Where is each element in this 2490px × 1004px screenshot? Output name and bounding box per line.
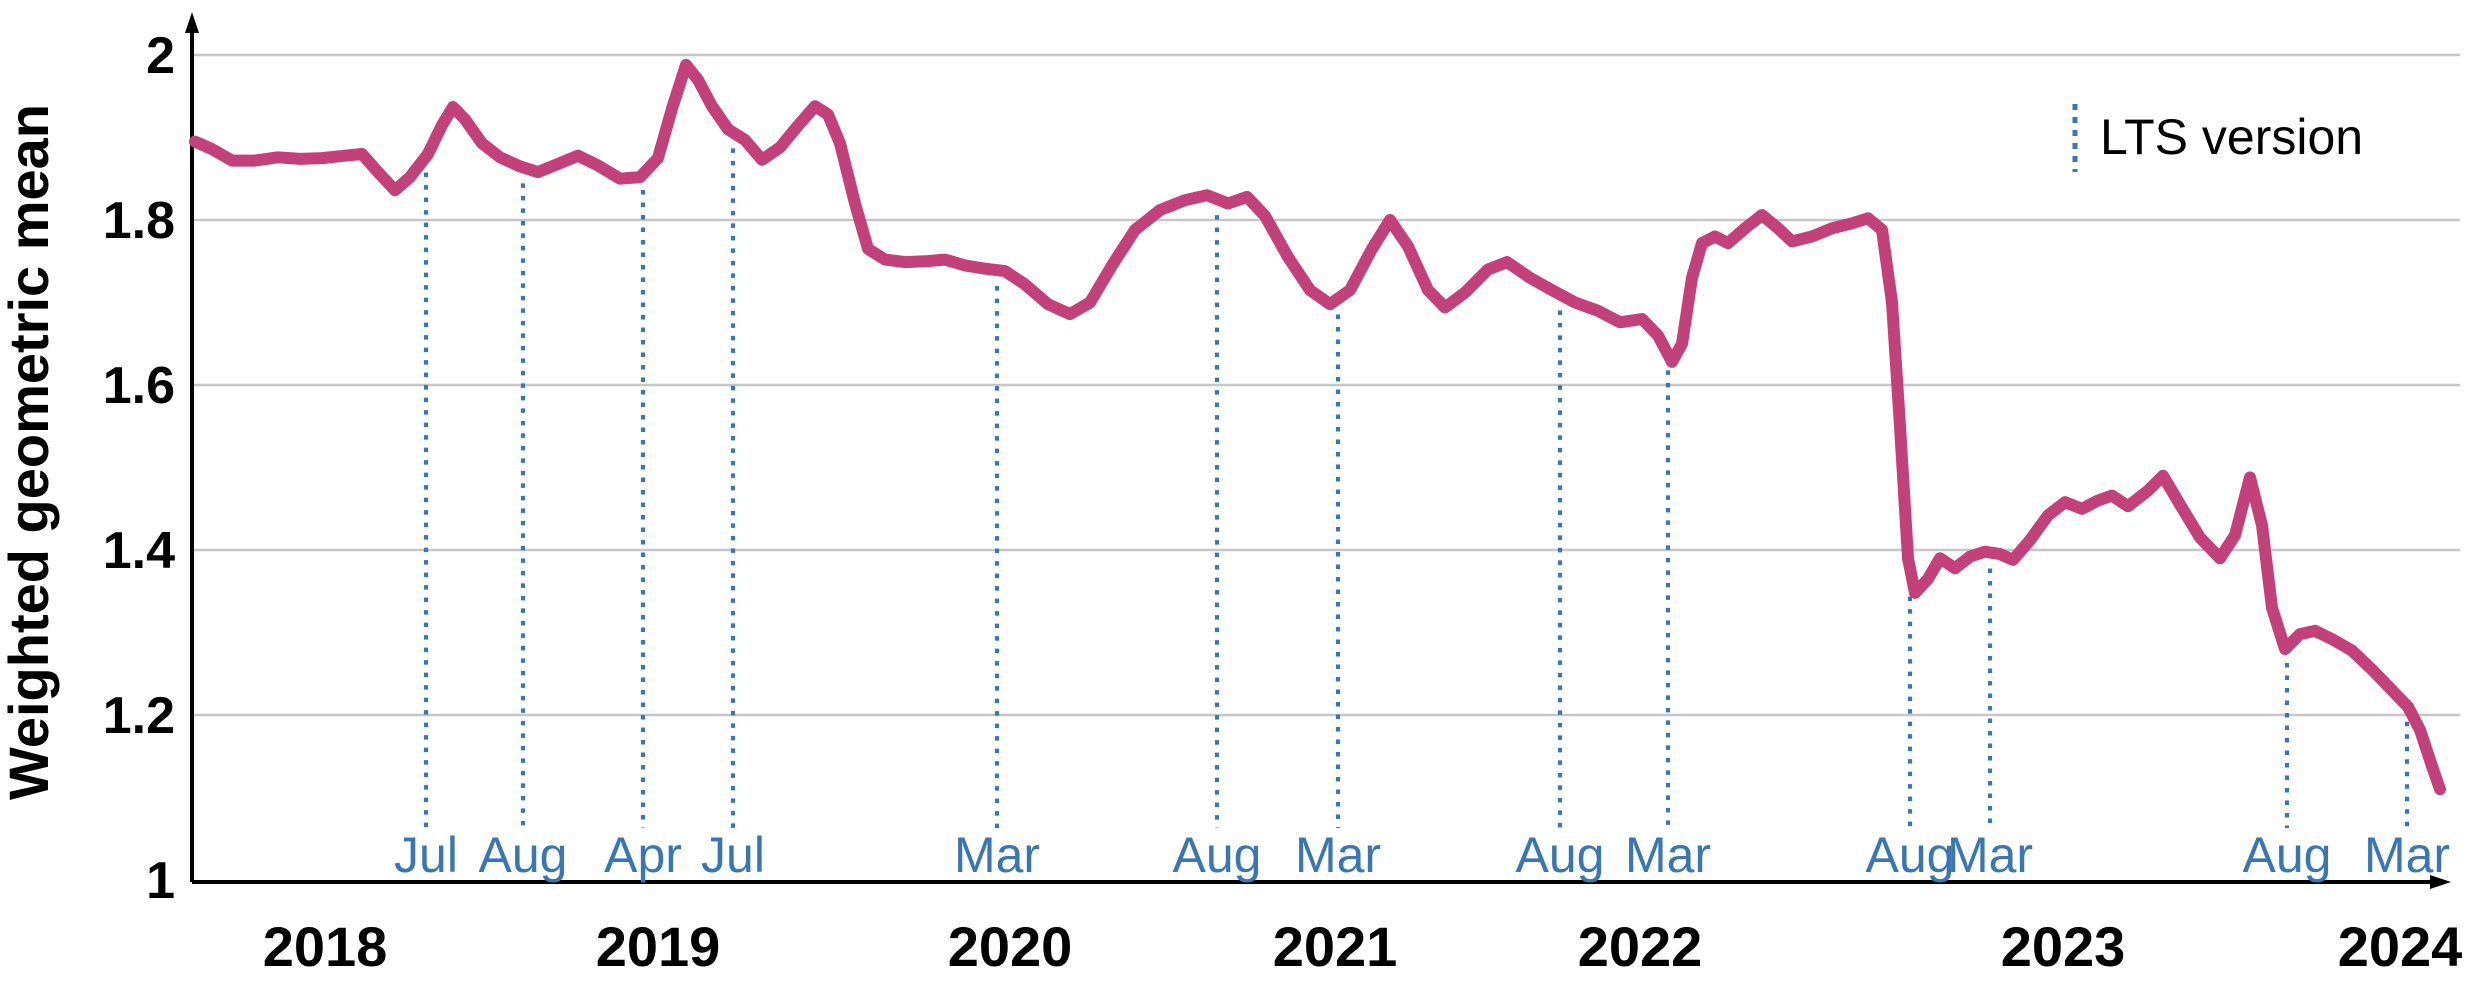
x-year-label: 2020 xyxy=(948,915,1073,978)
lts-month-label: Mar xyxy=(1295,827,1381,883)
lts-month-label: Mar xyxy=(1947,827,2033,883)
x-year-label: 2023 xyxy=(2001,915,2126,978)
lts-month-label: Mar xyxy=(1625,827,1711,883)
legend-label: LTS version xyxy=(2100,109,2363,165)
y-axis-arrow-icon xyxy=(185,12,199,33)
lts-month-label: Aug xyxy=(479,827,568,883)
x-axis-arrow-icon xyxy=(2430,875,2451,889)
x-year-label: 2021 xyxy=(1273,915,1398,978)
y-tick-labels: 1 1.2 1.4 1.6 1.8 2 xyxy=(103,27,175,910)
x-year-label: 2019 xyxy=(596,915,721,978)
y-tick-label: 1.8 xyxy=(103,192,175,250)
lts-month-label: Apr xyxy=(604,827,682,883)
lts-month-label: Mar xyxy=(954,827,1040,883)
lts-month-label: Jul xyxy=(394,827,458,883)
y-tick-label: 1.4 xyxy=(103,522,175,580)
grid-layer xyxy=(192,53,2460,717)
x-year-label: 2018 xyxy=(263,915,388,978)
lts-month-label: Aug xyxy=(1516,827,1605,883)
y-tick-label: 1.6 xyxy=(103,357,175,415)
series-line xyxy=(189,58,2446,796)
series-path xyxy=(189,58,2446,796)
lts-month-label: Aug xyxy=(2243,827,2332,883)
lts-month-label: Aug xyxy=(1866,827,1955,883)
y-tick-label: 2 xyxy=(146,27,175,85)
lts-month-label: Aug xyxy=(1173,827,1262,883)
y-tick-label: 1 xyxy=(146,852,175,910)
x-year-label: 2024 xyxy=(2338,915,2463,978)
lts-month-label: Jul xyxy=(701,827,765,883)
x-year-label: 2022 xyxy=(1578,915,1703,978)
year-labels: 2018 2019 2020 2021 2022 2023 2024 xyxy=(263,915,2463,978)
y-tick-label: 1.2 xyxy=(103,687,175,745)
y-axis-title: Weighted geometric mean xyxy=(0,104,60,800)
lts-month-label: Mar xyxy=(2364,827,2450,883)
legend: LTS version xyxy=(2072,104,2363,172)
lts-marker-lines xyxy=(423,148,2410,828)
axes-layer xyxy=(185,12,2451,889)
